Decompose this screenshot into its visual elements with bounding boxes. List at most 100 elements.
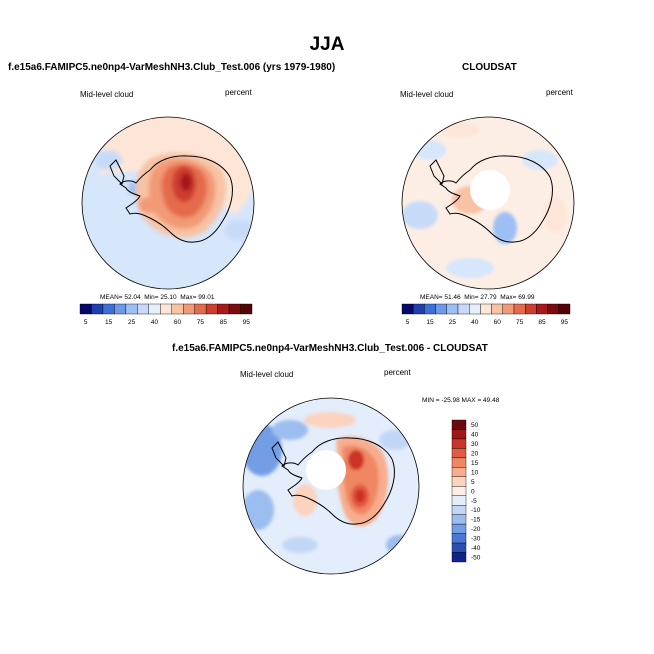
model-colorbar-segment bbox=[148, 303, 161, 315]
model-colorbar-tick-label: 25 bbox=[128, 319, 136, 326]
diff-map bbox=[242, 397, 420, 575]
diff-colorbar-segment bbox=[451, 476, 467, 487]
model-blue-patch bbox=[224, 220, 254, 240]
diff-colorbar-segment bbox=[451, 505, 467, 515]
model-min-label: Min= bbox=[144, 294, 159, 301]
obs-colorbar-tick-label: 25 bbox=[449, 319, 457, 326]
diff-colorbar-tick-label: 5 bbox=[471, 479, 475, 486]
diff-map-border bbox=[242, 397, 420, 575]
obs-colorbar-segment bbox=[525, 303, 537, 315]
obs-blue-patch bbox=[522, 150, 558, 170]
obs-colorbar-tick-label: 15 bbox=[426, 319, 434, 326]
obs-colorbar-segment bbox=[446, 303, 459, 315]
season-title: JJA bbox=[309, 34, 345, 55]
diff-colorbar-segment bbox=[451, 552, 467, 563]
obs-blue-patch bbox=[446, 258, 494, 278]
model-map-border bbox=[81, 116, 255, 290]
diff-blue-patch bbox=[282, 537, 318, 553]
obs-colorbar-segment bbox=[401, 303, 414, 315]
diff-peach-patch bbox=[304, 412, 356, 428]
diff-colorbar-tick-label: -40 bbox=[471, 545, 481, 552]
model-colorbar-segment bbox=[228, 303, 241, 315]
model-panel-title: f.e15a6.FAMIPC5.ne0np4-VarMeshNH3.Club_T… bbox=[8, 62, 336, 73]
model-cloud-darkest bbox=[180, 173, 192, 191]
model-colorbar-tick-label: 40 bbox=[151, 319, 159, 326]
model-colorbar-tick-label: 5 bbox=[84, 319, 88, 326]
obs-variable-label: Mid-level cloud bbox=[400, 90, 454, 99]
obs-map-border bbox=[401, 116, 575, 290]
obs-blue-patch bbox=[414, 140, 446, 160]
model-variable-label: Mid-level cloud bbox=[80, 90, 134, 99]
model-mean-value: 52.04 bbox=[124, 294, 141, 301]
model-units-label: percent bbox=[225, 88, 252, 97]
model-colorbar-tick-label: 60 bbox=[174, 319, 182, 326]
obs-map bbox=[401, 116, 575, 290]
model-colorbar-tick-label: 15 bbox=[105, 319, 113, 326]
diff-panel-title: f.e15a6.FAMIPC5.ne0np4-VarMeshNH3.Club_T… bbox=[172, 343, 488, 354]
obs-blue-patch bbox=[493, 212, 517, 244]
obs-stats: MEAN= 51.46 Min= 27.79 Max= 69.99 bbox=[420, 294, 534, 301]
obs-colorbar-segment bbox=[424, 303, 436, 315]
diff-colorbar-tick-label: -30 bbox=[471, 536, 481, 543]
diff-colorbar-tick-label: -50 bbox=[471, 555, 481, 562]
obs-colorbar-segment bbox=[558, 303, 571, 315]
model-cloud-orange bbox=[138, 197, 162, 213]
diff-blue-patch bbox=[243, 490, 274, 530]
diff-colorbar-tick-label: -5 bbox=[471, 498, 477, 505]
model-colorbar-segment bbox=[91, 303, 104, 315]
diff-blue-patch bbox=[272, 420, 308, 440]
diff-blue-patch bbox=[386, 535, 414, 555]
model-peninsula bbox=[109, 159, 125, 185]
diff-colorbar-segment bbox=[451, 533, 467, 544]
diff-red-core bbox=[348, 450, 364, 470]
obs-colorbar-tick-label: 85 bbox=[538, 319, 546, 326]
model-colorbar-tick-label: 75 bbox=[197, 319, 205, 326]
obs-colorbar-tick-label: 5 bbox=[406, 319, 410, 326]
obs-colorbar-segment bbox=[469, 303, 481, 315]
obs-coastline bbox=[439, 155, 553, 243]
model-max-label: Max= bbox=[180, 294, 197, 301]
obs-min-value: 27.79 bbox=[480, 294, 497, 301]
obs-colorbar-segment bbox=[513, 303, 526, 315]
model-colorbar-segment bbox=[125, 303, 138, 315]
obs-colorbar-tick-label: 60 bbox=[494, 319, 502, 326]
obs-panel-title: CLOUDSAT bbox=[462, 62, 517, 73]
diff-variable-label: Mid-level cloud bbox=[240, 370, 294, 379]
obs-colorbar-tick-label: 40 bbox=[471, 319, 479, 326]
diff-colorbar-segment bbox=[451, 523, 467, 534]
diff-colorbar-tick-label: -10 bbox=[471, 507, 481, 514]
model-min-value: 25.10 bbox=[160, 294, 177, 301]
obs-colorbar-segment bbox=[413, 303, 425, 315]
diff-colorbar-tick-label: 30 bbox=[471, 441, 479, 448]
model-max-value: 99.01 bbox=[198, 294, 215, 301]
obs-min-label: Min= bbox=[464, 294, 479, 301]
diff-colorbar-segment bbox=[451, 419, 467, 430]
obs-max-value: 69.99 bbox=[518, 294, 535, 301]
diff-colorbar-tick-label: 50 bbox=[471, 422, 479, 429]
obs-colorbar-segment bbox=[491, 303, 504, 315]
obs-colorbar-segment bbox=[547, 303, 559, 315]
model-colorbar-segment bbox=[240, 303, 253, 315]
diff-colorbar-segment bbox=[451, 495, 467, 506]
diff-minmax: MIN = -25.98 MAX = 49.48 bbox=[422, 397, 500, 404]
obs-colorbar-segment bbox=[502, 303, 515, 315]
diff-colorbar-tick-label: -15 bbox=[471, 517, 481, 524]
obs-peach-patch bbox=[440, 122, 480, 138]
obs-mean-label: MEAN= bbox=[420, 294, 443, 301]
obs-blue-patch bbox=[402, 201, 438, 229]
obs-polar-gap bbox=[470, 170, 510, 210]
diff-colorbar-segment bbox=[451, 429, 467, 440]
obs-colorbar-segment bbox=[480, 303, 492, 315]
obs-colorbar-segment bbox=[435, 303, 448, 315]
diff-colorbar-segment bbox=[451, 438, 467, 449]
diff-peninsula bbox=[271, 441, 287, 467]
diff-peach-patch bbox=[293, 484, 317, 516]
model-colorbar-tick-label: 85 bbox=[220, 319, 228, 326]
diff-polar-gap bbox=[306, 450, 346, 490]
model-colorbar-segment bbox=[171, 303, 184, 315]
diff-colorbar-tick-label: 20 bbox=[471, 450, 479, 457]
diff-colorbar-tick-label: 40 bbox=[471, 432, 479, 439]
model-stats: MEAN= 52.04 Min= 25.10 Max= 99.01 bbox=[100, 294, 214, 301]
diff-colorbar-segment bbox=[451, 542, 467, 553]
